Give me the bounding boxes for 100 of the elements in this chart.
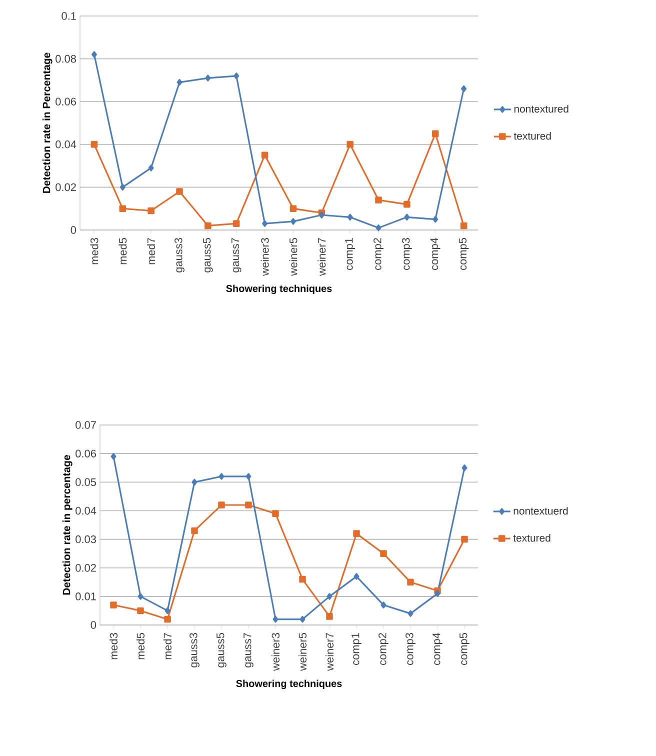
x-tick-label: comp1 xyxy=(352,633,362,665)
point xyxy=(164,616,171,623)
y-tick-label: 0.04 xyxy=(56,140,76,148)
y-tick-label: 0.04 xyxy=(76,506,96,515)
point xyxy=(326,613,333,620)
point xyxy=(380,602,386,608)
point xyxy=(353,530,360,537)
x-tick-label: gauss7 xyxy=(244,633,254,668)
point xyxy=(110,602,117,608)
point xyxy=(119,205,126,212)
x-tick-label: comp4 xyxy=(430,238,440,270)
point xyxy=(148,164,154,172)
point xyxy=(218,502,225,508)
point xyxy=(407,578,414,586)
x-tick-label: weiner5 xyxy=(289,238,298,276)
point xyxy=(376,224,382,232)
legend-label: nontextuerd xyxy=(514,506,568,515)
y-tick-label: 0.01 xyxy=(76,592,96,600)
x-tick-label: comp3 xyxy=(402,238,412,270)
point xyxy=(205,74,211,82)
point xyxy=(148,207,154,214)
legend-label: textured xyxy=(514,132,551,140)
point xyxy=(432,216,438,223)
x-tick-label: gauss3 xyxy=(174,238,184,272)
y-tick-label: 0.07 xyxy=(76,421,96,429)
point xyxy=(272,616,278,623)
x-tick-label: comp5 xyxy=(458,238,469,270)
point xyxy=(408,610,414,617)
y-tick-label: 0.1 xyxy=(62,12,76,20)
x-tick-label: comp5 xyxy=(460,632,470,665)
point xyxy=(138,593,144,600)
point xyxy=(300,616,306,623)
y-tick-label: 0.05 xyxy=(76,478,96,486)
point xyxy=(176,188,183,195)
point xyxy=(299,576,306,583)
point xyxy=(347,214,353,221)
x-tick-label: med3 xyxy=(109,633,118,660)
point xyxy=(176,78,182,86)
y-tick-label: 0.08 xyxy=(56,54,76,63)
x-tick-label: med5 xyxy=(136,632,145,660)
point xyxy=(461,85,467,92)
y-axis-title: Detection rate in percentage xyxy=(62,455,72,595)
point xyxy=(318,212,324,218)
point xyxy=(246,473,252,480)
x-tick-label: gauss7 xyxy=(231,238,242,272)
x-tick-label: med7 xyxy=(147,238,156,264)
point xyxy=(290,218,296,225)
y-tick-label: 0 xyxy=(70,226,76,234)
x-tick-label: med7 xyxy=(163,633,172,660)
x-axis-title: Showering techniques xyxy=(236,680,342,690)
point xyxy=(218,473,224,480)
x-tick-label: comp2 xyxy=(374,238,384,270)
point xyxy=(192,478,198,486)
point xyxy=(204,222,212,230)
y-axis-title: Detection rate in Percentage xyxy=(42,52,52,193)
point xyxy=(346,141,354,148)
point xyxy=(461,536,468,543)
point xyxy=(191,527,198,534)
point xyxy=(234,72,240,80)
point xyxy=(245,502,252,508)
point xyxy=(91,51,97,58)
legend-label: textured xyxy=(513,534,550,542)
x-tick-label: gauss3 xyxy=(190,633,200,668)
point xyxy=(164,607,170,614)
point xyxy=(434,590,440,597)
point xyxy=(460,222,468,230)
point xyxy=(380,550,387,557)
x-tick-label: med5 xyxy=(118,238,127,264)
point xyxy=(432,130,439,138)
point xyxy=(375,196,382,204)
point xyxy=(404,200,410,208)
y-tick-label: 0.02 xyxy=(76,564,96,572)
point xyxy=(354,573,360,580)
x-tick-label: weiner3 xyxy=(260,238,269,276)
point xyxy=(272,510,279,517)
point xyxy=(290,205,297,212)
point xyxy=(90,141,98,148)
x-tick-label: comp1 xyxy=(345,238,355,270)
y-tick-label: 0.06 xyxy=(56,98,76,106)
x-tick-label: med3 xyxy=(90,238,98,264)
point xyxy=(232,220,240,227)
x-tick-label: weiner3 xyxy=(271,633,280,671)
x-axis-title: Showering techniques xyxy=(226,284,332,294)
x-tick-label: weiner7 xyxy=(325,633,334,671)
x-tick-label: weiner7 xyxy=(318,238,326,276)
x-tick-label: gauss5 xyxy=(203,238,213,272)
x-tick-label: comp3 xyxy=(406,633,416,665)
point xyxy=(262,220,268,227)
x-tick-label: comp2 xyxy=(378,633,388,665)
point xyxy=(326,593,332,600)
x-tick-label: weiner5 xyxy=(298,633,307,671)
y-tick-label: 0.02 xyxy=(56,183,76,192)
point xyxy=(110,453,116,460)
y-tick-label: 0.03 xyxy=(76,535,96,544)
x-tick-label: comp4 xyxy=(432,632,442,665)
point xyxy=(462,464,468,472)
legend-label: nontextured xyxy=(514,104,568,113)
point xyxy=(120,184,126,191)
x-tick-label: gauss5 xyxy=(216,632,226,668)
point xyxy=(404,214,410,221)
